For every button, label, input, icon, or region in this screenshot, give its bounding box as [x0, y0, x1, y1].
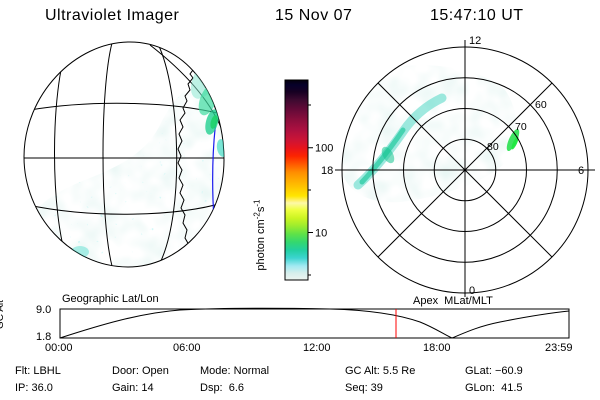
svg-text:10: 10	[315, 228, 327, 240]
svg-text:60: 60	[535, 99, 547, 111]
svg-text:12: 12	[469, 35, 481, 47]
svg-text:18: 18	[321, 165, 333, 177]
svg-text:6: 6	[578, 165, 584, 177]
svg-text:70: 70	[515, 121, 527, 133]
svg-text:100: 100	[315, 143, 333, 155]
svg-text:80: 80	[487, 141, 499, 153]
